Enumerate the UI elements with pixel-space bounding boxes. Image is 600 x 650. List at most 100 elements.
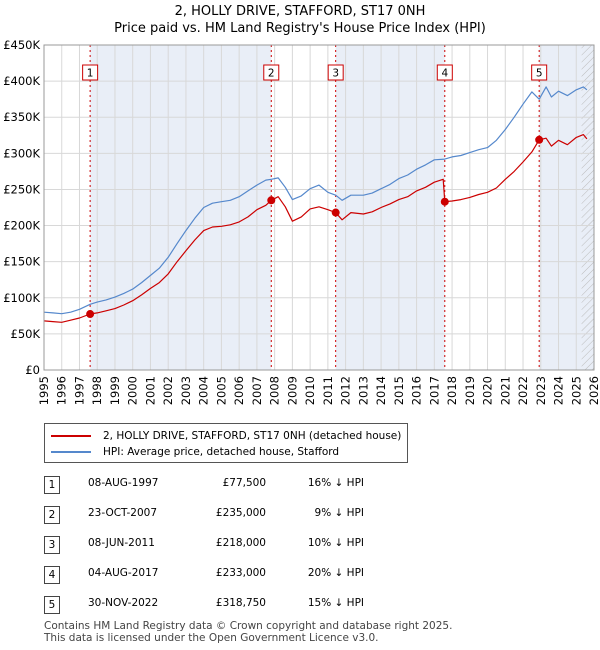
- sale-price: £77,500: [222, 477, 266, 489]
- x-tick-label: 2014: [374, 376, 388, 405]
- legend-item-hpi: HPI: Average price, detached house, Staf…: [51, 445, 339, 459]
- x-tick-label: 1995: [37, 376, 51, 405]
- x-tick-label: 2009: [285, 376, 299, 405]
- sale-row: 1 08-AUG-1997 £77,500 16% ↓ HPI: [44, 474, 384, 496]
- x-tick-label: 2006: [232, 376, 246, 405]
- x-tick-label: 1997: [72, 376, 86, 405]
- sale-hpi-delta: 16% ↓ HPI: [307, 477, 364, 489]
- x-tick-label: 2020: [481, 376, 495, 405]
- sale-price: £218,000: [215, 537, 266, 549]
- x-tick-label: 2007: [250, 376, 264, 405]
- x-tick-label: 2001: [143, 376, 157, 405]
- sale-number: 4: [44, 566, 60, 584]
- sale-number: 1: [44, 476, 60, 494]
- sale-date: 30-NOV-2022: [88, 597, 159, 609]
- x-tick-label: 2017: [427, 376, 441, 405]
- y-tick-label: £400K: [3, 74, 40, 88]
- x-tick-label: 2025: [569, 376, 583, 405]
- sale-point: [86, 310, 95, 319]
- y-tick-label: £200K: [3, 219, 40, 233]
- sale-date: 23-OCT-2007: [88, 507, 157, 519]
- x-tick-label: 2023: [534, 376, 548, 405]
- x-tick-label: 2013: [356, 376, 370, 405]
- x-tick-label: 2024: [552, 376, 566, 405]
- x-tick-label: 2022: [516, 376, 530, 405]
- sale-hpi-delta: 15% ↓ HPI: [307, 597, 364, 609]
- projection-hatch: [581, 45, 594, 370]
- y-tick-label: £250K: [3, 182, 40, 196]
- sale-point: [331, 208, 340, 217]
- x-tick-label: 1998: [90, 376, 104, 405]
- price-chart: 1 2 3 4 5 £0 £50K £100K £150K £200K £250K £300K £35…: [3, 38, 600, 405]
- legend-swatch-hpi: [51, 451, 91, 453]
- chart-title: 2, HOLLY DRIVE, STAFFORD, ST17 0NH: [174, 4, 426, 19]
- sale-price: £235,000: [215, 507, 266, 519]
- sale-marker-label: 4: [441, 68, 448, 80]
- x-tick-label: 2003: [179, 376, 193, 405]
- sale-marker-label: 1: [87, 68, 94, 80]
- sale-date: 04-AUG-2017: [88, 567, 159, 579]
- legend-item-property: 2, HOLLY DRIVE, STAFFORD, ST17 0NH (deta…: [51, 429, 401, 443]
- sale-point: [535, 135, 544, 144]
- y-tick-label: £0: [25, 363, 40, 377]
- sale-point: [440, 197, 449, 206]
- sale-marker-label: 3: [332, 68, 339, 80]
- sale-row: 3 08-JUN-2011 £218,000 10% ↓ HPI: [44, 534, 384, 556]
- ownership-shade: [335, 45, 445, 370]
- y-tick-label: £450K: [3, 38, 40, 52]
- sale-marker-box: [82, 64, 99, 81]
- x-tick-label: 1996: [55, 376, 69, 405]
- sale-hpi-delta: 20% ↓ HPI: [307, 567, 364, 579]
- sale-marker-label: 2: [268, 68, 275, 80]
- sale-marker-box: [531, 64, 548, 81]
- sale-hpi-delta: 10% ↓ HPI: [307, 537, 364, 549]
- sale-row: 2 23-OCT-2007 £235,000 9% ↓ HPI: [44, 504, 384, 526]
- ownership-shade: [539, 45, 582, 370]
- footer-licence: This data is licensed under the Open Gov…: [44, 632, 379, 644]
- x-tick-label: 2002: [161, 376, 175, 405]
- hpi-line: [43, 86, 588, 315]
- sale-number: 3: [44, 536, 60, 554]
- y-tick-label: £300K: [3, 146, 40, 160]
- x-tick-label: 2005: [214, 376, 228, 405]
- sale-price: £318,750: [215, 597, 266, 609]
- sale-number: 2: [44, 506, 60, 524]
- sale-date: 08-JUN-2011: [88, 537, 155, 549]
- y-tick-label: £150K: [3, 255, 40, 269]
- ownership-shade: [90, 45, 272, 370]
- x-tick-label: 2018: [445, 376, 459, 405]
- sale-marker-label: 5: [536, 68, 543, 80]
- plot-border: [43, 44, 595, 371]
- sale-point: [267, 196, 276, 205]
- x-tick-label: 2008: [268, 376, 282, 405]
- legend-label-hpi: HPI: Average price, detached house, Staf…: [103, 446, 340, 458]
- y-tick-label: £100K: [3, 291, 40, 305]
- x-tick-label: 2016: [410, 376, 424, 405]
- x-tick-label: 2015: [392, 376, 406, 405]
- x-tick-label: 2021: [498, 376, 512, 405]
- legend-label-property: 2, HOLLY DRIVE, STAFFORD, ST17 0NH (deta…: [103, 430, 402, 442]
- sale-hpi-delta: 9% ↓ HPI: [314, 507, 364, 519]
- sale-price: £233,000: [215, 567, 266, 579]
- sale-number: 5: [44, 596, 60, 614]
- sale-marker-box: [327, 64, 344, 81]
- x-tick-label: 2012: [339, 376, 353, 405]
- y-tick-label: £350K: [3, 110, 40, 124]
- x-tick-label: 2004: [197, 376, 211, 405]
- x-tick-label: 2011: [321, 376, 335, 405]
- x-tick-label: 2019: [463, 376, 477, 405]
- sale-row: 4 04-AUG-2017 £233,000 20% ↓ HPI: [44, 564, 384, 586]
- x-tick-label: 2026: [587, 376, 600, 405]
- x-tick-label: 2000: [126, 376, 140, 405]
- x-tick-label: 2010: [303, 376, 317, 405]
- sale-marker-box: [436, 64, 453, 81]
- sale-marker-box: [263, 64, 280, 81]
- footer-copyright: Contains HM Land Registry data © Crown c…: [44, 620, 453, 632]
- sale-date: 08-AUG-1997: [88, 477, 159, 489]
- chart-subtitle: Price paid vs. HM Land Registry's House …: [114, 21, 486, 36]
- property-line: [43, 134, 588, 323]
- y-tick-label: £50K: [11, 327, 41, 341]
- sale-row: 5 30-NOV-2022 £318,750 15% ↓ HPI: [44, 594, 384, 616]
- legend: 2, HOLLY DRIVE, STAFFORD, ST17 0NH (deta…: [44, 423, 408, 463]
- legend-swatch-property: [51, 435, 91, 437]
